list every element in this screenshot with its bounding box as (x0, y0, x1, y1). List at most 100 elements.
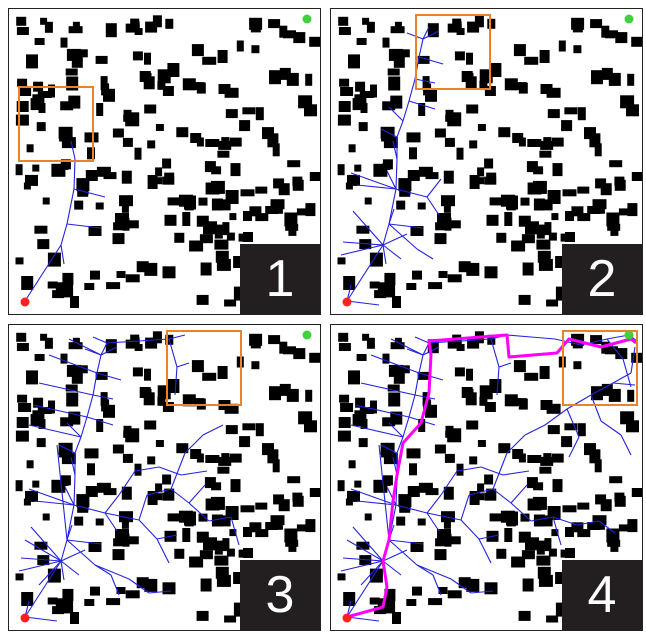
obstacle (23, 498, 31, 506)
obstacle (16, 417, 29, 428)
tree-edge (478, 534, 500, 540)
obstacle (504, 394, 518, 407)
obstacle (417, 518, 426, 526)
tree-edge (340, 560, 384, 572)
tree-edge (422, 30, 440, 40)
obstacle (551, 213, 559, 221)
obstacle (283, 346, 296, 355)
obstacle (17, 394, 28, 403)
obstacle (382, 159, 393, 170)
panel-1: 1 (8, 8, 321, 315)
obstacle (441, 195, 455, 207)
obstacle (558, 40, 566, 52)
obstacle (374, 606, 387, 615)
obstacle (536, 224, 545, 239)
obstacle (467, 337, 480, 349)
tree-edge (622, 358, 632, 388)
tree-edge (60, 560, 80, 576)
obstacle (288, 221, 297, 236)
obstacle (466, 52, 473, 65)
tree-edge (104, 512, 118, 532)
obstacle (539, 515, 553, 527)
obstacle (44, 337, 53, 349)
obstacle (190, 133, 202, 143)
tree-edge (530, 516, 554, 522)
tree-edge (138, 338, 170, 342)
obstacle (418, 166, 433, 177)
obstacle (343, 276, 356, 290)
obstacle (590, 335, 603, 345)
obstacle (577, 502, 590, 510)
obstacle (60, 417, 74, 427)
obstacle (539, 199, 553, 211)
obstacle (84, 599, 95, 606)
obstacle (125, 274, 140, 283)
obstacle (211, 514, 223, 527)
obstacle (191, 44, 204, 57)
obstacle (614, 495, 626, 507)
obstacle (594, 459, 602, 473)
tree-edge (28, 424, 82, 438)
obstacle (304, 420, 317, 433)
obstacle (68, 26, 83, 34)
obstacle (293, 32, 306, 44)
obstacle (217, 515, 231, 527)
obstacle (255, 213, 269, 222)
start-marker (342, 613, 352, 623)
obstacle (360, 419, 368, 429)
obstacle (116, 587, 126, 594)
obstacle (287, 476, 301, 484)
obstacle (95, 202, 104, 210)
obstacle (164, 488, 175, 501)
goal-marker (302, 330, 312, 340)
obstacle (147, 175, 158, 189)
final-path (346, 333, 637, 619)
obstacle (522, 262, 534, 276)
obstacle (409, 147, 417, 160)
obstacle (555, 286, 565, 301)
obstacle (358, 122, 368, 132)
obstacle (486, 488, 497, 501)
tree-edge (86, 416, 114, 426)
tree-edge (620, 434, 632, 456)
obstacle (382, 417, 396, 427)
obstacle (627, 389, 635, 402)
obstacle (540, 84, 553, 94)
obstacle (154, 177, 163, 185)
tree-edge (388, 188, 397, 225)
obstacle (518, 531, 531, 543)
tree-edge (600, 420, 622, 436)
obstacle (555, 602, 565, 617)
obstacle (236, 40, 244, 52)
tree-edge (346, 539, 384, 562)
obstacle (17, 78, 28, 87)
obstacle (37, 239, 50, 250)
obstacle (61, 453, 76, 465)
obstacle (32, 480, 40, 488)
obstacle (422, 76, 430, 91)
obstacle (407, 170, 420, 181)
obstacle (113, 222, 127, 231)
obstacle (591, 70, 603, 85)
obstacle (406, 599, 417, 606)
start-marker (20, 613, 30, 623)
obstacle-layer (337, 331, 642, 624)
obstacle (551, 453, 564, 463)
obstacle (533, 482, 544, 491)
obstacle-layer (15, 15, 320, 308)
obstacle (121, 486, 132, 500)
obstacle (255, 529, 269, 538)
obstacle (52, 606, 65, 615)
obstacle (249, 333, 263, 346)
obstacle (618, 208, 633, 216)
tree-edge (60, 223, 68, 246)
tree-edge (68, 338, 102, 356)
obstacle (627, 73, 635, 86)
obstacle (594, 143, 602, 157)
tree-edge (340, 244, 384, 256)
obstacle (388, 76, 401, 91)
obstacle (536, 555, 551, 566)
obstacle (392, 296, 401, 308)
obstacle (584, 443, 596, 456)
obstacle (388, 392, 401, 407)
